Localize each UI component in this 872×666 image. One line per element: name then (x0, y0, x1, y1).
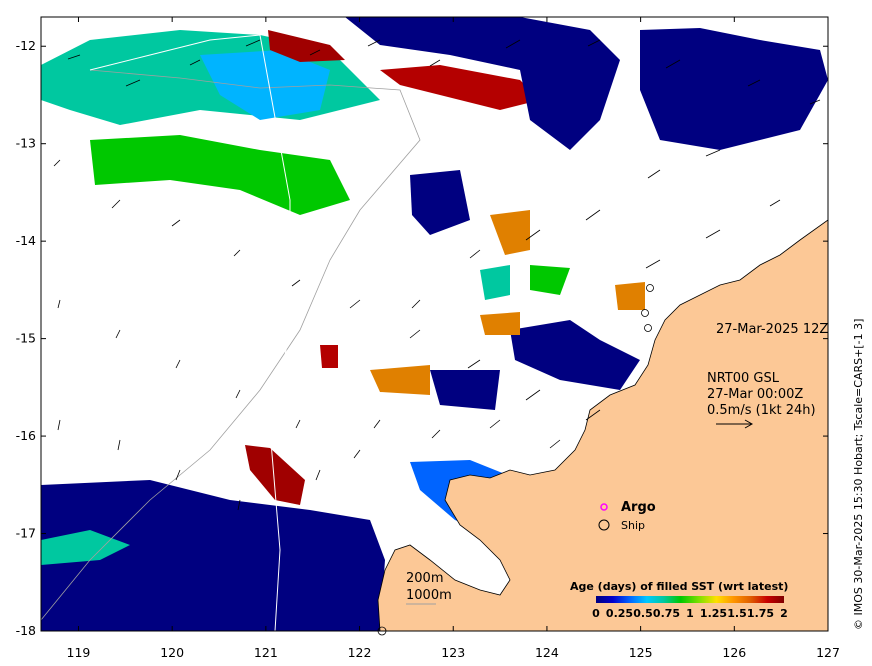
colorbar-ticks: 0 0.25 0.5 0.75 1 1.25 1.5 1.75 2 (592, 607, 788, 620)
colorbar-tick-label: 1.25 (700, 607, 727, 620)
ship-track-icon (646, 284, 654, 292)
colorbar-tick-label: 0.75 (653, 607, 680, 620)
y-tick-label: -18 (16, 623, 36, 638)
sst-patch-orange-c (370, 365, 430, 395)
x-axis: 119 120 121 122 123 124 125 126 127 (67, 17, 840, 660)
sst-patch-navy-east (640, 28, 828, 150)
credit-label: © IMOS 30-Mar-2025 15:30 Hobart; Tscale=… (852, 319, 865, 630)
x-tick-label: 122 (348, 645, 372, 660)
product-label: NRT00 GSL (707, 371, 780, 386)
colorbar-tick-label: 1 (686, 607, 694, 620)
sst-patch-cyan-south (41, 530, 130, 565)
contour-1000m (89, 34, 291, 631)
ship-track-icon (377, 626, 387, 636)
contour-200m (41, 69, 421, 621)
sst-patch-green-mid (530, 265, 570, 295)
colorbar-tick-label: 2 (780, 607, 788, 620)
y-tick-label: -14 (16, 233, 36, 248)
y-axis: -12 -13 -14 -15 -16 -17 -18 (16, 38, 828, 638)
forecast-time-label: 27-Mar-2025 12Z (716, 322, 828, 337)
x-tick-label: 127 (816, 645, 840, 660)
x-tick-label: 125 (629, 645, 653, 660)
sst-patch-cyan-mid (480, 265, 510, 300)
x-tick-label: 124 (535, 645, 559, 660)
argo-label: Argo (621, 500, 656, 515)
y-tick-label: -12 (16, 38, 36, 53)
sst-patch-darkred-ne (268, 30, 345, 62)
x-tick-label: 120 (160, 645, 184, 660)
y-tick-label: -15 (16, 331, 36, 346)
sst-patch-navy-ne (345, 17, 620, 150)
colorbar-gradient (596, 596, 784, 603)
sst-patch-navy-center (510, 320, 640, 390)
y-tick-label: -17 (16, 526, 36, 541)
x-tick-label: 121 (254, 645, 278, 660)
sst-patch-green-north (90, 135, 350, 215)
argo-marker-icon (600, 503, 608, 511)
ship-track-icon (641, 309, 649, 317)
sst-patch-navy-south (41, 480, 385, 631)
colorbar-tick-label: 0.5 (633, 607, 653, 620)
sst-patch-orange-d (615, 282, 645, 310)
x-tick-label: 119 (67, 645, 91, 660)
colorbar-tick-label: 1.75 (747, 607, 774, 620)
contour-200m-label: 200m (406, 571, 443, 586)
colorbar-tick-label: 1.5 (727, 607, 747, 620)
sst-patch-orange-b (480, 312, 520, 335)
sst-patch-sky-north (200, 50, 330, 120)
current-vectors (53, 39, 821, 511)
ship-label: Ship (621, 519, 645, 532)
contour-1000m-label: 1000m (406, 588, 452, 603)
y-tick-label: -13 (16, 136, 36, 151)
sst-patch-darkred-center (245, 445, 305, 505)
sst-patch-navy-mid (410, 170, 470, 235)
plot-frame (40, 16, 829, 632)
ship-track-icon (644, 324, 652, 332)
colorbar-tick-label: 0.25 (606, 607, 633, 620)
x-tick-label: 126 (722, 645, 746, 660)
ship-marker-icon (598, 519, 610, 531)
scale-arrow-icon (716, 419, 754, 429)
sst-patch-navy-east2 (430, 370, 500, 410)
sst-patch-red-small (320, 345, 338, 368)
platform-legend: Argo Ship (377, 284, 656, 636)
colorbar-tick-label: 0 (592, 607, 600, 620)
bathymetry-contours (41, 34, 421, 631)
land-mass (377, 219, 828, 631)
x-tick-label: 123 (441, 645, 465, 660)
y-tick-label: -16 (16, 428, 36, 443)
scale-label: 0.5m/s (1kt 24h) (707, 403, 816, 418)
product-time-label: 27-Mar 00:00Z (707, 387, 803, 402)
sst-patch-red-ne (380, 65, 540, 110)
sst-patch-orange-a (490, 210, 530, 255)
colorbar-title: Age (days) of filled SST (wrt latest) (570, 580, 788, 593)
